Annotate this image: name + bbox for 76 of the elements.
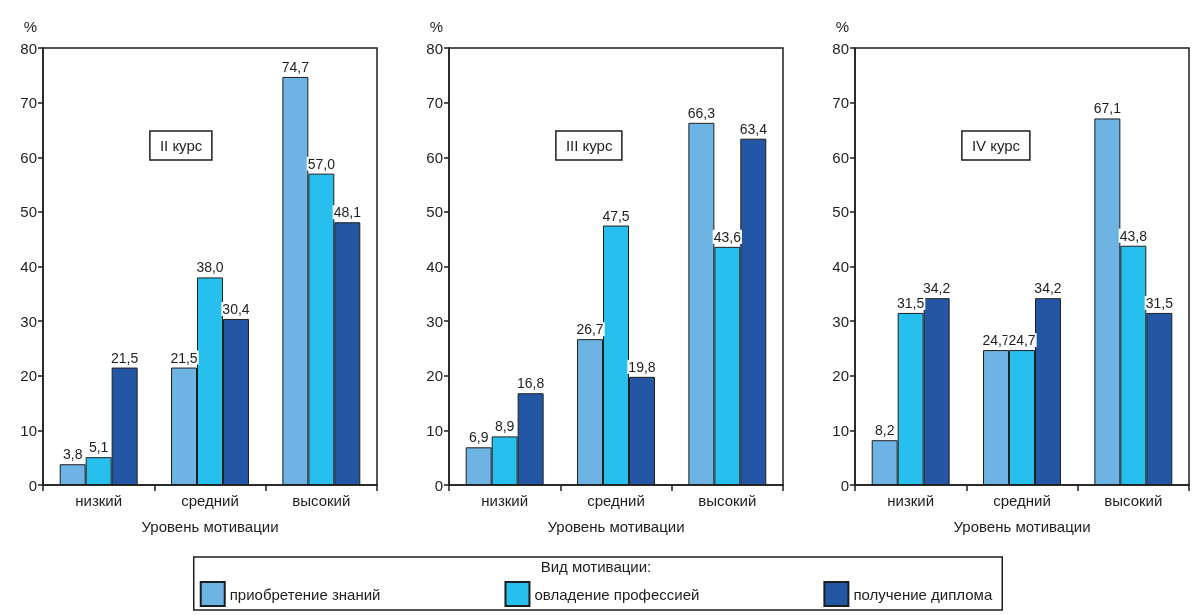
x-axis-title: Уровень мотивации bbox=[547, 518, 685, 535]
data-label: 74,7 bbox=[281, 58, 310, 75]
data-label: 21,5 bbox=[170, 349, 198, 366]
data-label: 21,5 bbox=[111, 349, 139, 366]
data-label: 34,2 bbox=[1034, 280, 1062, 297]
x-tick-label: низкий bbox=[481, 492, 529, 509]
text: II курс bbox=[159, 137, 203, 154]
text: III курс bbox=[565, 137, 613, 154]
x-tick-label: высокий bbox=[698, 492, 757, 509]
data-label: 31,5 bbox=[897, 294, 925, 311]
x-tick-label: средний bbox=[993, 492, 1051, 509]
text: IV курс bbox=[971, 137, 1021, 154]
data-label: 16,8 bbox=[517, 375, 545, 392]
y-tick-label: 50 bbox=[426, 203, 443, 221]
y-tick-label: 80 bbox=[20, 39, 37, 57]
data-label: 43,6 bbox=[713, 228, 742, 245]
y-tick-label: 0 bbox=[28, 476, 37, 494]
y-tick-label: 70 bbox=[20, 94, 37, 112]
data-label: 38,0 bbox=[196, 259, 224, 276]
y-tick-label: 50 bbox=[832, 203, 849, 221]
y-tick-label: 80 bbox=[832, 39, 849, 57]
y-tick-label: 30 bbox=[832, 312, 849, 330]
data-label: 30,4 bbox=[222, 300, 250, 317]
y-tick-label: 20 bbox=[426, 367, 443, 385]
y-tick-label: 30 bbox=[426, 312, 443, 330]
y-tick-label: 60 bbox=[426, 148, 443, 166]
legend-label: получение диплома bbox=[853, 585, 993, 603]
data-label: 48,1 bbox=[333, 204, 362, 221]
x-tick-label: высокий bbox=[1104, 492, 1163, 509]
x-tick-label: низкий bbox=[887, 492, 935, 509]
y-tick-label: 70 bbox=[426, 94, 443, 112]
legend-title: Вид мотивации: bbox=[540, 558, 652, 575]
legend-label: приобретение знаний bbox=[229, 585, 381, 603]
x-tick-label: средний bbox=[181, 492, 239, 509]
data-label: 8,9 bbox=[494, 418, 515, 435]
legend-label: овладение профессией bbox=[534, 585, 700, 603]
data-label: 26,7 bbox=[576, 321, 604, 338]
data-label: 24,7 bbox=[1008, 332, 1036, 349]
data-label: 6,9 bbox=[468, 429, 489, 446]
y-tick-label: 30 bbox=[20, 312, 37, 330]
data-label: 47,5 bbox=[602, 207, 630, 224]
x-tick-label: средний bbox=[587, 492, 645, 509]
data-label: 67,1 bbox=[1093, 100, 1122, 117]
y-tick-label: 40 bbox=[426, 258, 443, 275]
y-tick-label: 40 bbox=[832, 258, 849, 275]
data-label: 66,3 bbox=[687, 104, 716, 121]
x-axis-title: Уровень мотивации bbox=[141, 518, 279, 535]
data-label: 24,7 bbox=[982, 332, 1010, 349]
y-axis-title: % bbox=[429, 18, 443, 35]
y-tick-label: 80 bbox=[426, 39, 443, 57]
y-axis-title: % bbox=[835, 18, 849, 35]
y-tick-label: 10 bbox=[20, 421, 37, 439]
y-tick-label: 20 bbox=[832, 367, 849, 385]
data-label: 5,1 bbox=[88, 439, 109, 456]
data-label: 8,2 bbox=[874, 422, 895, 439]
x-tick-label: высокий bbox=[292, 492, 351, 509]
data-label: 3,8 bbox=[62, 446, 83, 463]
y-axis-title: % bbox=[23, 18, 37, 35]
data-label: 63,4 bbox=[739, 120, 768, 137]
y-tick-label: 20 bbox=[20, 367, 37, 385]
data-label: 19,8 bbox=[628, 358, 656, 375]
data-label: 43,8 bbox=[1119, 227, 1148, 244]
y-tick-label: 50 bbox=[20, 203, 37, 221]
y-tick-label: 70 bbox=[832, 94, 849, 112]
y-tick-label: 10 bbox=[426, 421, 443, 439]
y-tick-label: 40 bbox=[20, 258, 37, 275]
x-axis-title: Уровень мотивации bbox=[953, 518, 1091, 535]
x-tick-label: низкий bbox=[75, 492, 123, 509]
y-tick-label: 0 bbox=[434, 476, 443, 494]
data-label: 34,2 bbox=[923, 280, 951, 297]
data-label: 57,0 bbox=[307, 155, 336, 172]
y-tick-label: 10 bbox=[832, 421, 849, 439]
y-tick-label: 0 bbox=[840, 476, 849, 494]
data-label: 31,5 bbox=[1145, 294, 1174, 311]
y-tick-label: 60 bbox=[20, 148, 37, 166]
y-tick-label: 60 bbox=[832, 148, 849, 166]
